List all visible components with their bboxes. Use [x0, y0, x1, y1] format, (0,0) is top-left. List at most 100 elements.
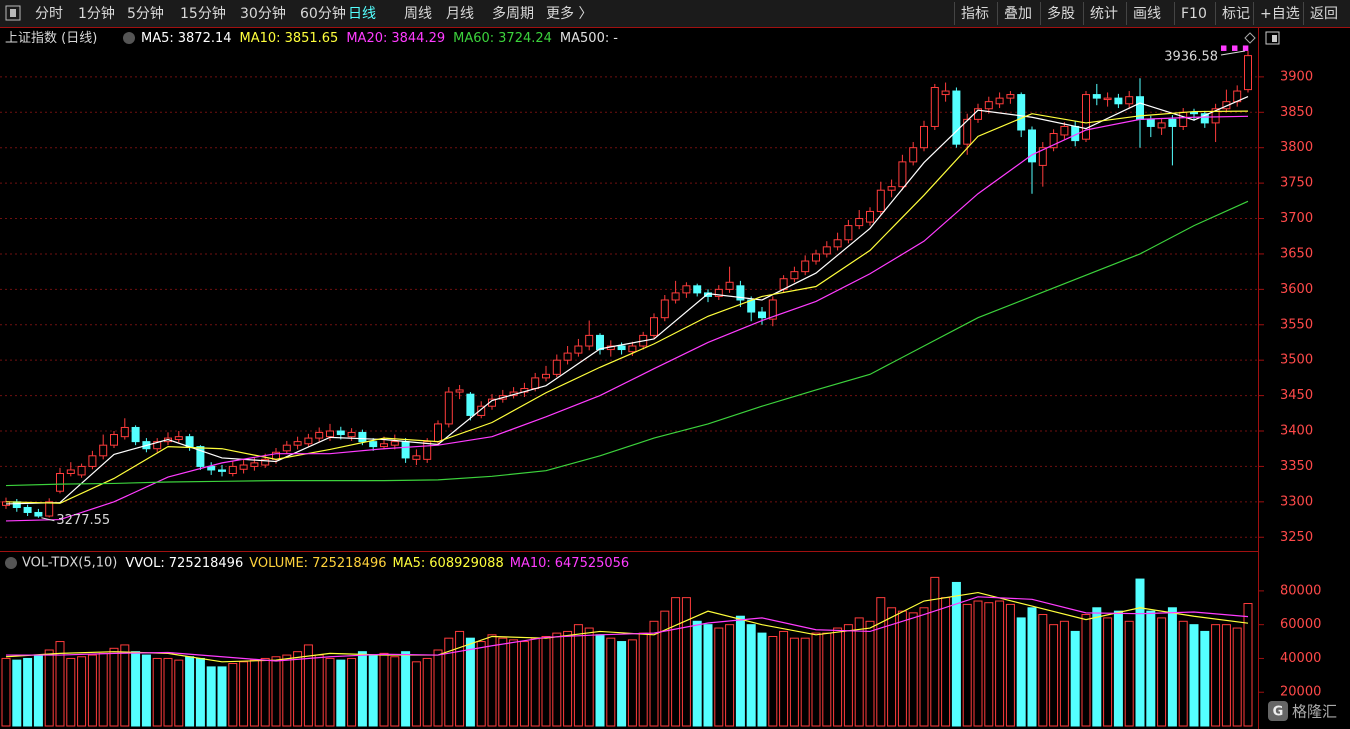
candle-body	[660, 299, 669, 319]
candle-body	[736, 285, 745, 301]
candle-body	[239, 464, 248, 470]
candle-body	[88, 455, 97, 467]
volume-bar	[1243, 603, 1253, 727]
y-tick-label: 3850	[1280, 105, 1313, 120]
menu-icon[interactable]	[5, 5, 21, 21]
volume-bar	[962, 603, 972, 727]
tool-button[interactable]: 指标	[961, 6, 989, 22]
volume-bar	[185, 656, 195, 727]
candle-body	[218, 469, 226, 472]
candle-body	[347, 431, 356, 438]
candle-body	[876, 189, 885, 212]
period-tab[interactable]: 1分钟	[78, 5, 115, 22]
period-tab[interactable]: 日线	[348, 6, 376, 22]
candle-body	[66, 469, 75, 475]
marker-dots: ▪ ▪ ▪	[1220, 41, 1249, 54]
volume-bar	[1157, 617, 1167, 727]
period-tab[interactable]: 多周期	[492, 5, 534, 22]
volume-bar	[1135, 578, 1145, 727]
title-icon[interactable]	[123, 32, 135, 44]
volume-bar	[919, 607, 929, 727]
volume-bar	[120, 644, 130, 727]
ma-name: MA60:	[453, 31, 494, 46]
candle-body	[628, 345, 637, 353]
volume-bar	[1211, 624, 1221, 727]
volume-bar	[465, 637, 475, 727]
tool-button[interactable]: 画线	[1133, 6, 1161, 22]
period-tab[interactable]: 15分钟	[180, 5, 226, 22]
watermark-logo-g: G	[1273, 705, 1284, 720]
candle-body	[455, 389, 464, 393]
candle-body	[758, 311, 766, 319]
candle-body	[1114, 97, 1123, 105]
period-tab[interactable]: 更多 〉	[546, 5, 592, 22]
volume-bar	[897, 610, 907, 727]
tool-button[interactable]: 叠加	[1004, 6, 1032, 22]
candle-body	[477, 405, 486, 416]
candle-body	[790, 271, 799, 280]
candle-body	[963, 118, 972, 145]
candle-body	[574, 345, 583, 354]
candle-body	[855, 218, 864, 227]
volume-readout: VOLUME: 725218496	[249, 556, 386, 571]
volume-bar	[638, 632, 648, 727]
candle-body	[228, 465, 237, 475]
tool-button[interactable]: 统计	[1090, 6, 1118, 22]
readout-value: 725218496	[312, 556, 386, 571]
volume-bar	[1232, 627, 1242, 727]
candle-body	[725, 281, 734, 290]
candle-body	[714, 288, 723, 297]
ma-name: MA10:	[240, 31, 281, 46]
tool-button[interactable]: 多股	[1047, 5, 1075, 22]
volume-bar	[1027, 607, 1037, 727]
candle-body	[1017, 94, 1026, 131]
volume-bar	[303, 644, 313, 727]
candle-body	[866, 210, 874, 223]
candle-body	[56, 473, 64, 492]
volume-bar	[152, 657, 162, 727]
volume-bar	[44, 649, 54, 727]
volume-bar	[476, 641, 486, 727]
window-icon[interactable]	[1265, 31, 1280, 45]
tool-button[interactable]: +自选	[1260, 6, 1300, 22]
volume-bar	[1005, 603, 1015, 727]
volume-readout: VVOL: 725218496	[125, 556, 243, 571]
diamond-icon[interactable]	[1244, 32, 1256, 44]
readout-value: 608929088	[429, 556, 503, 571]
tool-button[interactable]: F10	[1181, 6, 1207, 22]
volume-bar	[1200, 630, 1210, 727]
volume-bar	[163, 657, 173, 727]
volume-bar	[800, 637, 810, 727]
volume-bar	[77, 656, 87, 727]
period-tab[interactable]: 60分钟	[300, 5, 346, 22]
volume-bar	[206, 666, 216, 727]
candle-body	[174, 436, 183, 441]
period-tab[interactable]: 30分钟	[240, 5, 286, 22]
period-tab[interactable]: 周线	[404, 6, 432, 22]
candle-body	[336, 430, 345, 436]
y-tick-label: 3800	[1280, 140, 1313, 155]
high-label: 3936.58	[1164, 49, 1218, 64]
volume-bar	[433, 649, 443, 727]
volume-bar	[584, 627, 594, 727]
menu-icon-inner	[10, 9, 16, 17]
volume-bar	[1049, 624, 1059, 727]
candle-body	[531, 377, 540, 390]
volume-bar	[725, 624, 735, 727]
candle-body	[293, 441, 302, 446]
volume-bar	[735, 615, 745, 727]
volume-bar	[282, 654, 292, 727]
tool-button[interactable]: 标记	[1222, 6, 1250, 22]
ma-name: MA500:	[560, 31, 609, 46]
volume-bar	[541, 635, 551, 727]
tool-button[interactable]: 返回	[1310, 6, 1338, 22]
period-tab[interactable]: 分时	[35, 6, 63, 22]
ma-readout: MA5: 3872.14	[141, 31, 232, 46]
candle-body	[261, 458, 270, 466]
period-tab[interactable]: 5分钟	[127, 5, 164, 22]
vol-icon[interactable]	[5, 557, 17, 569]
volume-bar	[995, 600, 1005, 727]
volume-bar	[854, 617, 864, 727]
period-tab[interactable]: 月线	[446, 6, 474, 22]
